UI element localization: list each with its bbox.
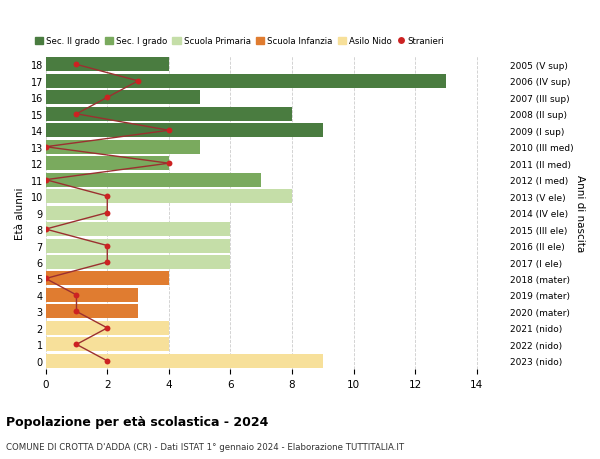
Point	[164, 127, 173, 134]
Point	[103, 95, 112, 102]
Bar	[46, 58, 169, 72]
Bar	[46, 107, 292, 122]
Bar	[46, 206, 107, 220]
Bar	[46, 288, 138, 302]
Bar	[46, 91, 200, 105]
Bar	[46, 305, 138, 319]
Point	[133, 78, 143, 85]
Point	[71, 62, 81, 69]
Text: COMUNE DI CROTTA D'ADDA (CR) - Dati ISTAT 1° gennaio 2024 - Elaborazione TUTTITA: COMUNE DI CROTTA D'ADDA (CR) - Dati ISTA…	[6, 442, 404, 451]
Bar	[46, 174, 261, 187]
Point	[103, 325, 112, 332]
Legend: Sec. II grado, Sec. I grado, Scuola Primaria, Scuola Infanzia, Asilo Nido, Stran: Sec. II grado, Sec. I grado, Scuola Prim…	[31, 34, 448, 50]
Point	[103, 193, 112, 201]
Y-axis label: Età alunni: Età alunni	[15, 187, 25, 239]
Point	[71, 341, 81, 348]
Text: Popolazione per età scolastica - 2024: Popolazione per età scolastica - 2024	[6, 415, 268, 428]
Bar	[46, 239, 230, 253]
Point	[41, 144, 50, 151]
Bar	[46, 321, 169, 335]
Point	[41, 275, 50, 283]
Bar	[46, 223, 230, 236]
Bar	[46, 124, 323, 138]
Point	[103, 209, 112, 217]
Point	[71, 291, 81, 299]
Bar	[46, 157, 169, 171]
Bar	[46, 140, 200, 154]
Bar	[46, 75, 446, 89]
Point	[41, 177, 50, 184]
Point	[41, 226, 50, 233]
Point	[103, 242, 112, 250]
Y-axis label: Anni di nascita: Anni di nascita	[575, 174, 585, 252]
Point	[71, 308, 81, 315]
Bar	[46, 354, 323, 368]
Bar	[46, 338, 169, 352]
Point	[103, 259, 112, 266]
Bar	[46, 190, 292, 204]
Bar	[46, 272, 169, 286]
Bar	[46, 256, 230, 269]
Point	[71, 111, 81, 118]
Point	[164, 160, 173, 168]
Point	[103, 358, 112, 365]
